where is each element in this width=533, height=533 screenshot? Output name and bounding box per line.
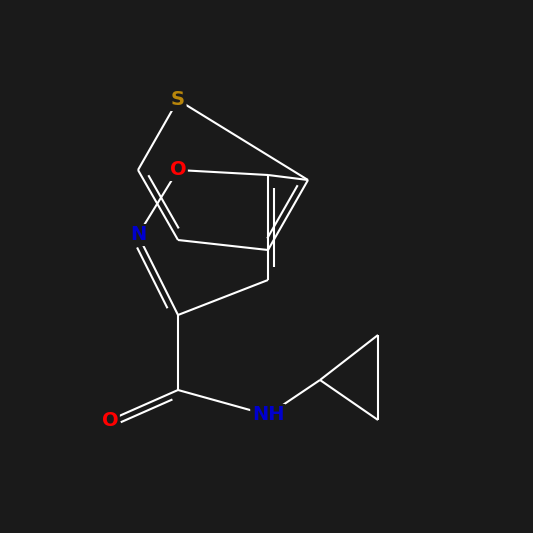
Text: O: O [169, 160, 187, 180]
Text: NH: NH [252, 406, 284, 424]
Text: O: O [102, 410, 118, 430]
Text: S: S [171, 91, 185, 109]
Text: N: N [130, 225, 146, 245]
